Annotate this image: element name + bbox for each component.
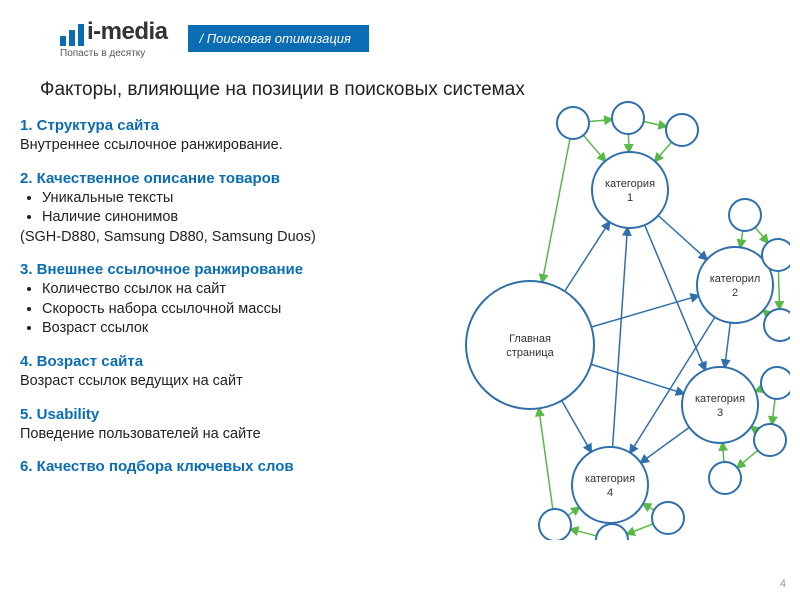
logo-bar-icon: [60, 36, 66, 46]
diagram-edge: [751, 427, 757, 431]
diagram-edge: [655, 142, 672, 161]
section-heading: 3. Внешнее ссылочное ранжирование: [20, 261, 420, 278]
section-heading: 5. Usability: [20, 406, 420, 423]
section-bullet: Уникальные тексты: [42, 189, 420, 209]
section: 3. Внешнее ссылочное ранжирование Количес…: [20, 261, 420, 339]
section-bullet: Наличие синонимов: [42, 208, 420, 228]
section: 1. Структура сайта Внутреннее ссылочное р…: [20, 117, 420, 156]
diagram-node: [709, 462, 741, 494]
section: 2. Качественное описание товаров Уникальн…: [20, 170, 420, 248]
header: i-media Попасть в десятку / Поисковая от…: [0, 0, 800, 69]
diagram-edge: [737, 450, 758, 467]
section-bullet-list: Количество ссылок на сайтСкорость набора…: [20, 280, 420, 339]
diagram-edge: [723, 443, 724, 462]
logo-bar-icon: [69, 30, 75, 46]
diagram-node-label: категория: [695, 393, 745, 405]
diagram-edge: [740, 231, 742, 248]
diagram-node: [666, 114, 698, 146]
diagram-edge: [755, 227, 768, 242]
breadcrumb-bar: / Поисковая отимизация: [188, 25, 369, 52]
diagram-edge: [570, 529, 596, 536]
diagram-node-label: категория: [585, 473, 635, 485]
diagram-node-label: страница: [506, 347, 554, 359]
section-body: Поведение пользователей на сайте: [20, 425, 420, 445]
diagram-node: [729, 199, 761, 231]
section: 5. Usability Поведение пользователей на с…: [20, 406, 420, 445]
diagram-edge: [613, 228, 628, 447]
diagram-node-label: Главная: [509, 333, 551, 345]
diagram-edge: [644, 121, 667, 126]
diagram-node: [596, 524, 628, 540]
section-body: Возраст ссылок ведущих на сайт: [20, 372, 420, 392]
diagram-edge: [565, 222, 610, 291]
diagram-node-label: 1: [627, 192, 633, 204]
section-heading: 1. Структура сайта: [20, 117, 420, 134]
diagram-edge: [542, 139, 570, 282]
section-heading: 4. Возраст сайта: [20, 353, 420, 370]
logo-tagline: Попасть в десятку: [60, 48, 168, 59]
section: 6. Качество подбора ключевых слов: [20, 458, 420, 475]
diagram-edge: [568, 507, 579, 515]
logo-text: i-media: [87, 18, 168, 46]
section-heading: 6. Качество подбора ключевых слов: [20, 458, 420, 475]
diagram-edge: [641, 427, 690, 462]
diagram-node-label: 3: [717, 407, 723, 419]
section-body: Внутреннее ссылочное ранжирование.: [20, 136, 420, 156]
section-bullet: Возраст ссылок: [42, 319, 420, 339]
section-after: (SGH-D880, Samsung D880, Samsung Duos): [20, 228, 420, 248]
diagram-node-label: категория: [605, 178, 655, 190]
diagram-edge: [591, 296, 698, 327]
logo-bar-icon: [78, 24, 84, 46]
diagram-edge: [539, 408, 553, 509]
section-bullet-list: Уникальные текстыНаличие синонимов: [20, 189, 420, 228]
diagram-edge: [643, 504, 654, 510]
diagram-node: [466, 281, 594, 409]
diagram-edge: [755, 389, 762, 392]
diagram-edge: [725, 323, 731, 368]
diagram-edge: [583, 135, 605, 161]
diagram-node-label: 2: [732, 287, 738, 299]
diagram-node-label: категорил: [710, 273, 761, 285]
diagram-edge: [627, 524, 653, 534]
diagram-node: [764, 309, 790, 341]
diagram-edge: [628, 134, 629, 152]
diagram-node: [592, 152, 668, 228]
diagram-node: [612, 102, 644, 134]
diagram-node: [762, 239, 790, 271]
diagram-node: [557, 107, 589, 139]
diagram-node: [761, 367, 790, 399]
page-number: 4: [780, 578, 786, 590]
section-bullet: Количество ссылок на сайт: [42, 280, 420, 300]
diagram-node: [652, 502, 684, 534]
network-diagram: Главная страница категория 1 категорил 2 катег…: [410, 100, 790, 540]
diagram-node: [754, 424, 786, 456]
diagram-node-label: 4: [607, 487, 613, 499]
diagram-edge: [658, 215, 707, 259]
section-heading: 2. Качественное описание товаров: [20, 170, 420, 187]
diagram-edge: [778, 271, 779, 309]
diagram-node: [682, 367, 758, 443]
section: 4. Возраст сайта Возраст ссылок ведущих н…: [20, 353, 420, 392]
text-column: 1. Структура сайта Внутреннее ссылочное р…: [20, 117, 420, 489]
diagram-node: [539, 509, 571, 540]
diagram-edge: [589, 119, 612, 121]
logo: i-media Попасть в десятку: [60, 18, 168, 59]
section-bullet: Скорость набора ссылочной массы: [42, 300, 420, 320]
diagram-edge: [772, 399, 775, 424]
diagram-node: [572, 447, 648, 523]
diagram-edge: [562, 401, 591, 452]
